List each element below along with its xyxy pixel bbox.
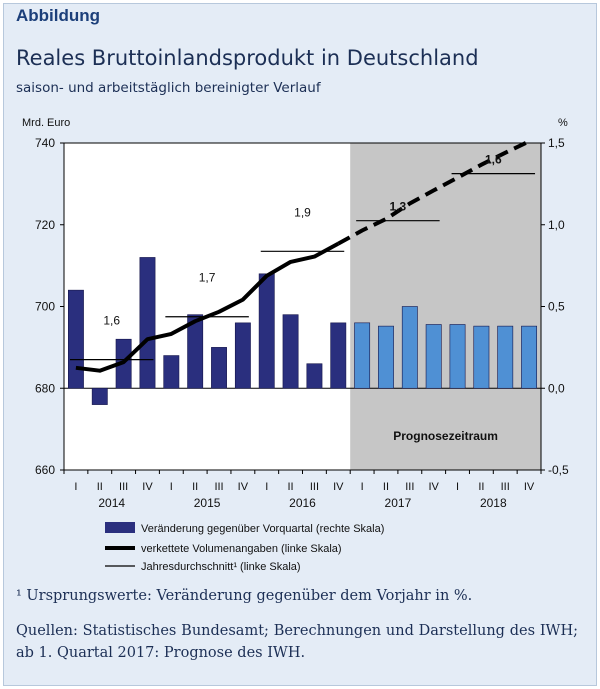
year-label: 2016	[289, 496, 316, 510]
left-tick-label: 660	[35, 463, 55, 477]
bar	[67, 289, 84, 389]
quarter-label: III	[501, 481, 510, 493]
left-axis-label: Mrd. Euro	[22, 117, 70, 129]
chart-subtitle: saison- und arbeitstäglich bereinigter V…	[16, 80, 321, 96]
quarter-label: III	[405, 481, 414, 493]
chart-title: Reales Bruttoinlandsprodukt in Deutschla…	[16, 46, 479, 70]
bar	[497, 325, 514, 389]
quarter-label: IV	[524, 481, 535, 493]
quarter-label: II	[383, 481, 389, 493]
left-tick-label: 680	[35, 381, 55, 395]
year-average-label: 1,3	[390, 200, 407, 214]
legend-swatch-bars	[105, 522, 135, 533]
bar	[306, 363, 323, 389]
year-average-label: 1,9	[294, 205, 311, 219]
bar	[187, 314, 204, 389]
bar	[401, 306, 418, 389]
right-tick-label: 0,5	[548, 300, 565, 314]
left-tick-label: 700	[35, 300, 55, 314]
figure-label: Abbildung	[16, 6, 101, 25]
year-label: 2014	[98, 496, 125, 510]
quarter-label: II	[288, 481, 294, 493]
volume-line-forecast	[337, 139, 530, 246]
bar	[425, 324, 442, 389]
legend-label-bars: Veränderung gegenüber Vorquartal (rechte…	[141, 523, 384, 535]
quarter-label: III	[310, 481, 319, 493]
year-average-label: 1,6	[485, 153, 502, 167]
sources-note: Quellen: Statistisches Bundesamt; Berech…	[16, 623, 578, 661]
year-label: 2018	[480, 496, 507, 510]
left-tick-label: 740	[35, 136, 55, 150]
right-tick-label: 1,5	[548, 136, 565, 150]
quarter-label: IV	[142, 481, 153, 493]
quarter-label: I	[170, 481, 173, 493]
quarter-label: I	[361, 481, 364, 493]
bar	[91, 387, 108, 405]
footnote: ¹ Ursprungswerte: Veränderung gegenüber …	[16, 588, 473, 604]
bar	[378, 325, 394, 389]
bar	[282, 314, 299, 389]
right-tick-label: 1,0	[548, 218, 565, 232]
quarter-label: II	[478, 481, 484, 493]
right-tick-label: 0,0	[548, 381, 565, 395]
bar	[449, 324, 466, 389]
quarter-label: II	[192, 481, 198, 493]
forecast-region	[350, 143, 541, 470]
bar	[211, 347, 227, 389]
quarter-label: IV	[428, 481, 439, 493]
year-average-label: 1,6	[103, 314, 120, 328]
bar	[258, 273, 275, 389]
bar	[139, 257, 156, 389]
forecast-label: Prognosezeitraum	[393, 429, 498, 443]
left-tick-label: 720	[35, 218, 55, 232]
year-average-label: 1,7	[199, 271, 216, 285]
quarter-label: III	[119, 481, 128, 493]
quarter-label: I	[265, 481, 268, 493]
bar	[234, 322, 251, 389]
chart: Prognosezeitraum 660 680 700 720 740 Mrd. Euro…	[22, 117, 569, 573]
legend-label-volume: verkettete Volumenangaben (linke Skala)	[141, 543, 342, 555]
bar	[330, 322, 347, 389]
bar	[354, 322, 371, 389]
quarter-label: IV	[333, 481, 344, 493]
quarter-label: I	[74, 481, 77, 493]
quarter-label: III	[214, 481, 223, 493]
bar	[163, 355, 180, 389]
quarter-label: IV	[238, 481, 249, 493]
legend-label-average: Jahresdurchschnitt¹ (linke Skala)	[141, 561, 301, 573]
quarter-label: I	[456, 481, 459, 493]
year-label: 2017	[385, 496, 412, 510]
quarter-label: II	[97, 481, 103, 493]
bar	[521, 325, 538, 389]
right-tick-label: -0,5	[548, 463, 569, 477]
right-axis-label: %	[558, 117, 568, 129]
year-label: 2015	[194, 496, 221, 510]
bar	[473, 325, 490, 389]
